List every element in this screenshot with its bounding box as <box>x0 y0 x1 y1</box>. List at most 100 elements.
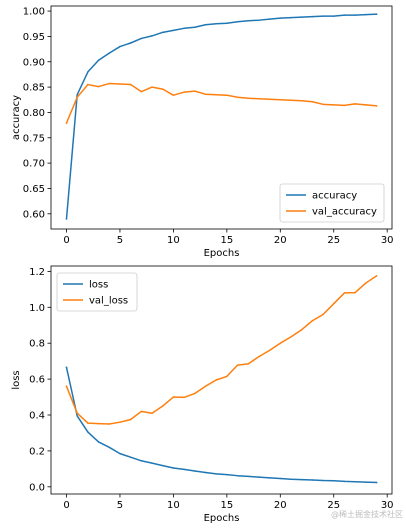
data-point-accuracy <box>322 15 324 17</box>
series-line-val_accuracy <box>65 82 378 125</box>
data-point-val_loss <box>194 392 196 395</box>
data-point-accuracy <box>343 14 346 16</box>
data-point-val_loss <box>76 412 78 414</box>
y-tick-label: 0.85 <box>23 83 45 94</box>
data-point-accuracy <box>268 18 271 20</box>
data-point-loss <box>332 479 335 482</box>
data-point-accuracy <box>258 19 260 21</box>
data-point-loss <box>365 481 367 483</box>
x-tick-label: 20 <box>274 235 287 246</box>
y-tick-label: 0.0 <box>29 482 45 493</box>
watermark-text: @稀土掘金技术社区 <box>331 509 403 519</box>
data-point-val_loss <box>119 421 121 423</box>
x-tick-label: 0 <box>63 500 69 511</box>
data-point-val_loss <box>226 375 228 378</box>
plot-frame <box>50 265 393 495</box>
x-tick-label: 10 <box>167 500 180 511</box>
data-point-val_accuracy <box>76 96 78 98</box>
data-point-accuracy <box>140 37 143 40</box>
data-point-val_loss <box>161 405 164 407</box>
data-point-accuracy <box>300 16 303 18</box>
data-point-accuracy <box>194 26 196 29</box>
series-line-loss <box>65 366 378 484</box>
data-point-val_accuracy <box>236 96 239 98</box>
data-point-accuracy <box>161 31 164 34</box>
data-point-loss <box>311 479 314 481</box>
data-point-val_accuracy <box>97 85 100 88</box>
data-point-loss <box>183 468 185 471</box>
data-point-accuracy <box>204 24 207 26</box>
data-point-val_accuracy <box>365 104 367 106</box>
data-point-loss <box>226 473 228 476</box>
y-tick-label: 0.4 <box>29 411 45 422</box>
data-point-val_loss <box>247 363 249 365</box>
data-point-val_accuracy <box>204 93 207 95</box>
data-point-loss <box>268 477 271 479</box>
legend-box <box>279 183 385 223</box>
series-line-accuracy <box>65 13 378 220</box>
x-axis-title: Epochs <box>204 248 240 259</box>
y-tick-label: 0.90 <box>23 57 45 68</box>
data-point-accuracy <box>151 35 153 37</box>
data-point-val_accuracy <box>108 82 111 85</box>
data-point-loss <box>375 481 378 484</box>
data-point-loss <box>108 446 111 449</box>
data-point-accuracy <box>354 14 356 16</box>
data-point-val_loss <box>311 320 314 322</box>
x-tick-label: 25 <box>327 235 340 246</box>
data-point-accuracy <box>97 59 100 61</box>
data-point-val_loss <box>322 313 324 316</box>
y-axis-title: loss <box>11 370 22 389</box>
y-tick-label: 0.60 <box>23 209 45 220</box>
data-point-loss <box>129 456 132 458</box>
x-tick-label: 30 <box>381 235 394 246</box>
data-point-val_accuracy <box>161 88 164 90</box>
data-point-loss <box>65 366 68 369</box>
data-point-val_accuracy <box>87 83 89 86</box>
data-point-loss <box>343 480 346 483</box>
y-tick-label: 0.6 <box>29 375 45 386</box>
data-point-val_loss <box>129 418 132 421</box>
plot-frame <box>50 5 393 230</box>
legend-box <box>56 272 138 312</box>
data-point-accuracy <box>226 22 228 24</box>
data-point-val_loss <box>215 379 217 381</box>
x-tick-label: 5 <box>117 235 123 246</box>
data-point-loss <box>354 481 356 483</box>
data-point-val_accuracy <box>343 104 346 107</box>
data-point-accuracy <box>375 13 378 15</box>
data-point-val_loss <box>140 410 143 413</box>
data-point-accuracy <box>236 20 239 23</box>
x-tick-label: 5 <box>117 500 123 511</box>
y-tick-label: 0.2 <box>29 446 45 457</box>
data-point-val_loss <box>108 423 111 425</box>
data-point-val_accuracy <box>311 101 314 103</box>
data-point-val_loss <box>279 342 282 344</box>
data-point-accuracy <box>183 27 185 30</box>
series-line-val_loss <box>65 274 378 425</box>
data-point-val_accuracy <box>226 94 228 96</box>
x-tick-label: 30 <box>381 500 394 511</box>
data-point-loss <box>161 464 164 467</box>
data-point-accuracy <box>279 17 282 19</box>
data-point-val_loss <box>183 396 185 399</box>
data-point-loss <box>300 478 303 481</box>
x-axis-title: Epochs <box>204 513 240 524</box>
data-point-val_loss <box>236 364 239 366</box>
data-point-loss <box>204 471 207 474</box>
data-point-loss <box>215 473 217 475</box>
data-point-val_accuracy <box>354 103 356 105</box>
data-point-val_loss <box>258 355 260 358</box>
x-tick-label: 15 <box>220 235 233 246</box>
y-tick-label: 0.65 <box>23 184 45 195</box>
x-tick-label: 25 <box>327 500 340 511</box>
data-point-loss <box>76 415 78 417</box>
data-point-val_accuracy <box>172 94 175 96</box>
data-point-loss <box>97 441 100 443</box>
data-point-accuracy <box>215 22 217 25</box>
data-point-loss <box>258 476 260 478</box>
data-point-val_accuracy <box>279 99 282 101</box>
data-point-val_accuracy <box>375 105 378 107</box>
data-point-val_accuracy <box>119 83 121 85</box>
data-point-val_loss <box>151 412 153 414</box>
